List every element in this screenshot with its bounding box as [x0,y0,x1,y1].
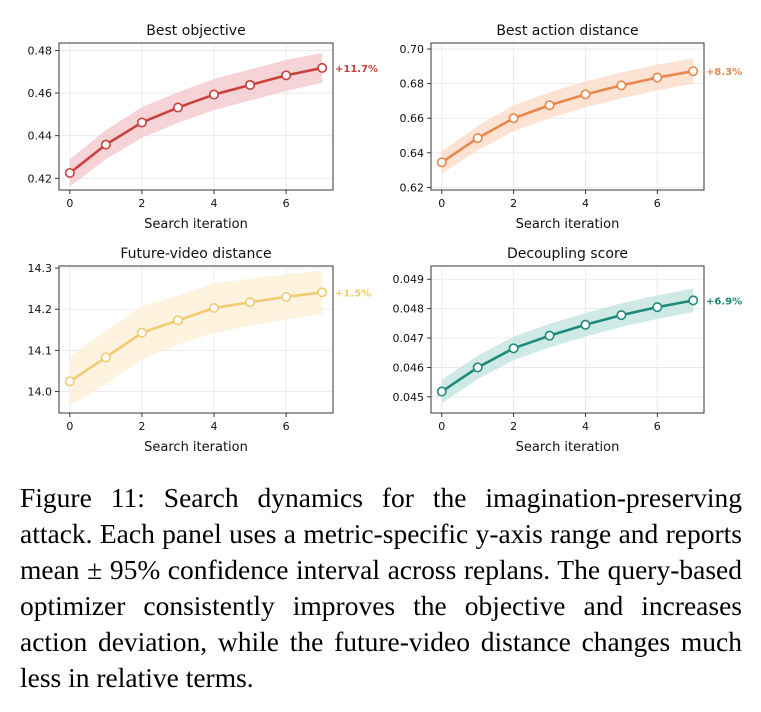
series-line [441,299,694,393]
data-point [136,117,147,128]
axes-frame [430,42,705,191]
data-point [64,376,75,387]
y-tick-label: 0.46 [28,87,53,100]
data-point [436,386,447,397]
caption-text: Search dynamics for the imagination-pres… [20,482,743,693]
data-point [472,362,483,373]
data-point [100,352,111,363]
data-point [100,139,111,150]
x-tick-label: 4 [211,197,218,210]
y-tick-label: 0.68 [400,78,425,91]
panel-best-objective: 0 2 4 6 0.42 0.44 0.46 0.48 Best objective Search… [28,23,379,232]
y-tick-label: 0.047 [393,332,425,345]
data-point [172,102,183,113]
data-point [652,302,663,313]
data-point [544,100,555,111]
y-tick-label: 14.3 [28,262,53,275]
data-point [317,287,328,298]
panel-future-video-distance: 0 2 4 6 14.0 14.1 14.2 14.3 Future-video distanc… [28,246,372,455]
data-point [245,297,256,308]
figure-caption: Figure 11: Search dynamics for the imagi… [20,480,742,696]
gain-annotation: +8.3% [706,67,742,78]
gain-annotation: +6.9% [706,296,742,307]
x-tick-label: 6 [654,197,661,210]
data-point [281,70,292,81]
x-tick-label: 4 [211,420,218,433]
panel-title: Best objective [146,23,245,39]
series-line [69,291,323,383]
data-point [472,133,483,144]
x-tick-label: 2 [138,197,145,210]
x-tick-label: 6 [283,197,290,210]
axes-frame [58,265,334,414]
ci-band [69,53,323,187]
y-tick-label: 0.64 [400,147,425,160]
data-point [172,315,183,326]
x-axis-label: Search iteration [516,217,620,232]
series-line [69,66,323,174]
figure-panels: 0 2 4 6 0.42 0.44 0.46 0.48 Best objective Search… [28,23,743,455]
series-line [441,69,694,164]
data-point [508,343,519,354]
x-tick-label: 6 [654,420,661,433]
x-tick-label: 2 [510,420,517,433]
data-point [281,291,292,302]
y-tick-label: 14.2 [28,303,53,316]
y-tick-label: 0.046 [393,361,425,374]
panel-title: Best action distance [496,23,638,39]
y-tick-label: 0.44 [28,130,53,143]
axes-frame [430,265,705,414]
ci-band [441,288,694,404]
y-tick-label: 14.1 [28,344,53,357]
ci-band [441,58,694,174]
data-point [136,327,147,338]
x-tick-label: 6 [283,420,290,433]
data-point [508,113,519,124]
gain-annotation: +1.5% [335,288,371,299]
y-tick-label: 0.049 [393,273,425,286]
x-tick-label: 0 [438,197,445,210]
y-tick-label: 0.048 [393,303,425,316]
data-point [209,302,220,313]
gain-annotation: +11.7% [335,64,378,75]
x-tick-label: 0 [66,420,73,433]
y-tick-label: 0.42 [28,172,53,185]
axes-frame [58,42,334,191]
x-tick-label: 0 [66,197,73,210]
data-point [436,157,447,168]
panel-title: Decoupling score [507,246,628,262]
y-tick-label: 0.66 [400,112,425,125]
data-point [652,72,663,83]
y-tick-label: 0.70 [400,43,425,56]
panel-title: Future-video distance [120,246,271,262]
data-point [544,330,555,341]
data-point [209,89,220,100]
data-point [317,62,328,73]
data-point [688,66,699,77]
data-point [64,167,75,178]
x-axis-label: Search iteration [516,440,620,455]
data-point [245,79,256,90]
y-tick-label: 0.62 [400,181,425,194]
data-point [616,80,627,91]
x-tick-label: 0 [438,420,445,433]
data-point [580,319,591,330]
data-point [616,310,627,321]
caption-label: Figure 11: [20,482,145,513]
x-tick-label: 4 [582,420,589,433]
data-point [688,295,699,306]
y-tick-label: 14.0 [28,386,53,399]
y-tick-label: 0.045 [393,391,425,404]
x-tick-label: 4 [582,197,589,210]
x-tick-label: 2 [138,420,145,433]
ci-band [69,270,323,406]
data-point [580,89,591,100]
panel-best-action-distance: 0 2 4 6 0.62 0.64 0.66 0.68 0.70 Best action dist… [400,23,743,232]
x-axis-label: Search iteration [144,440,248,455]
x-axis-label: Search iteration [144,217,248,232]
y-tick-label: 0.48 [28,44,53,57]
panel-decoupling-score: 0 2 4 6 0.045 0.046 0.047 0.048 0.049 Decoupling … [393,246,743,455]
x-tick-label: 2 [510,197,517,210]
